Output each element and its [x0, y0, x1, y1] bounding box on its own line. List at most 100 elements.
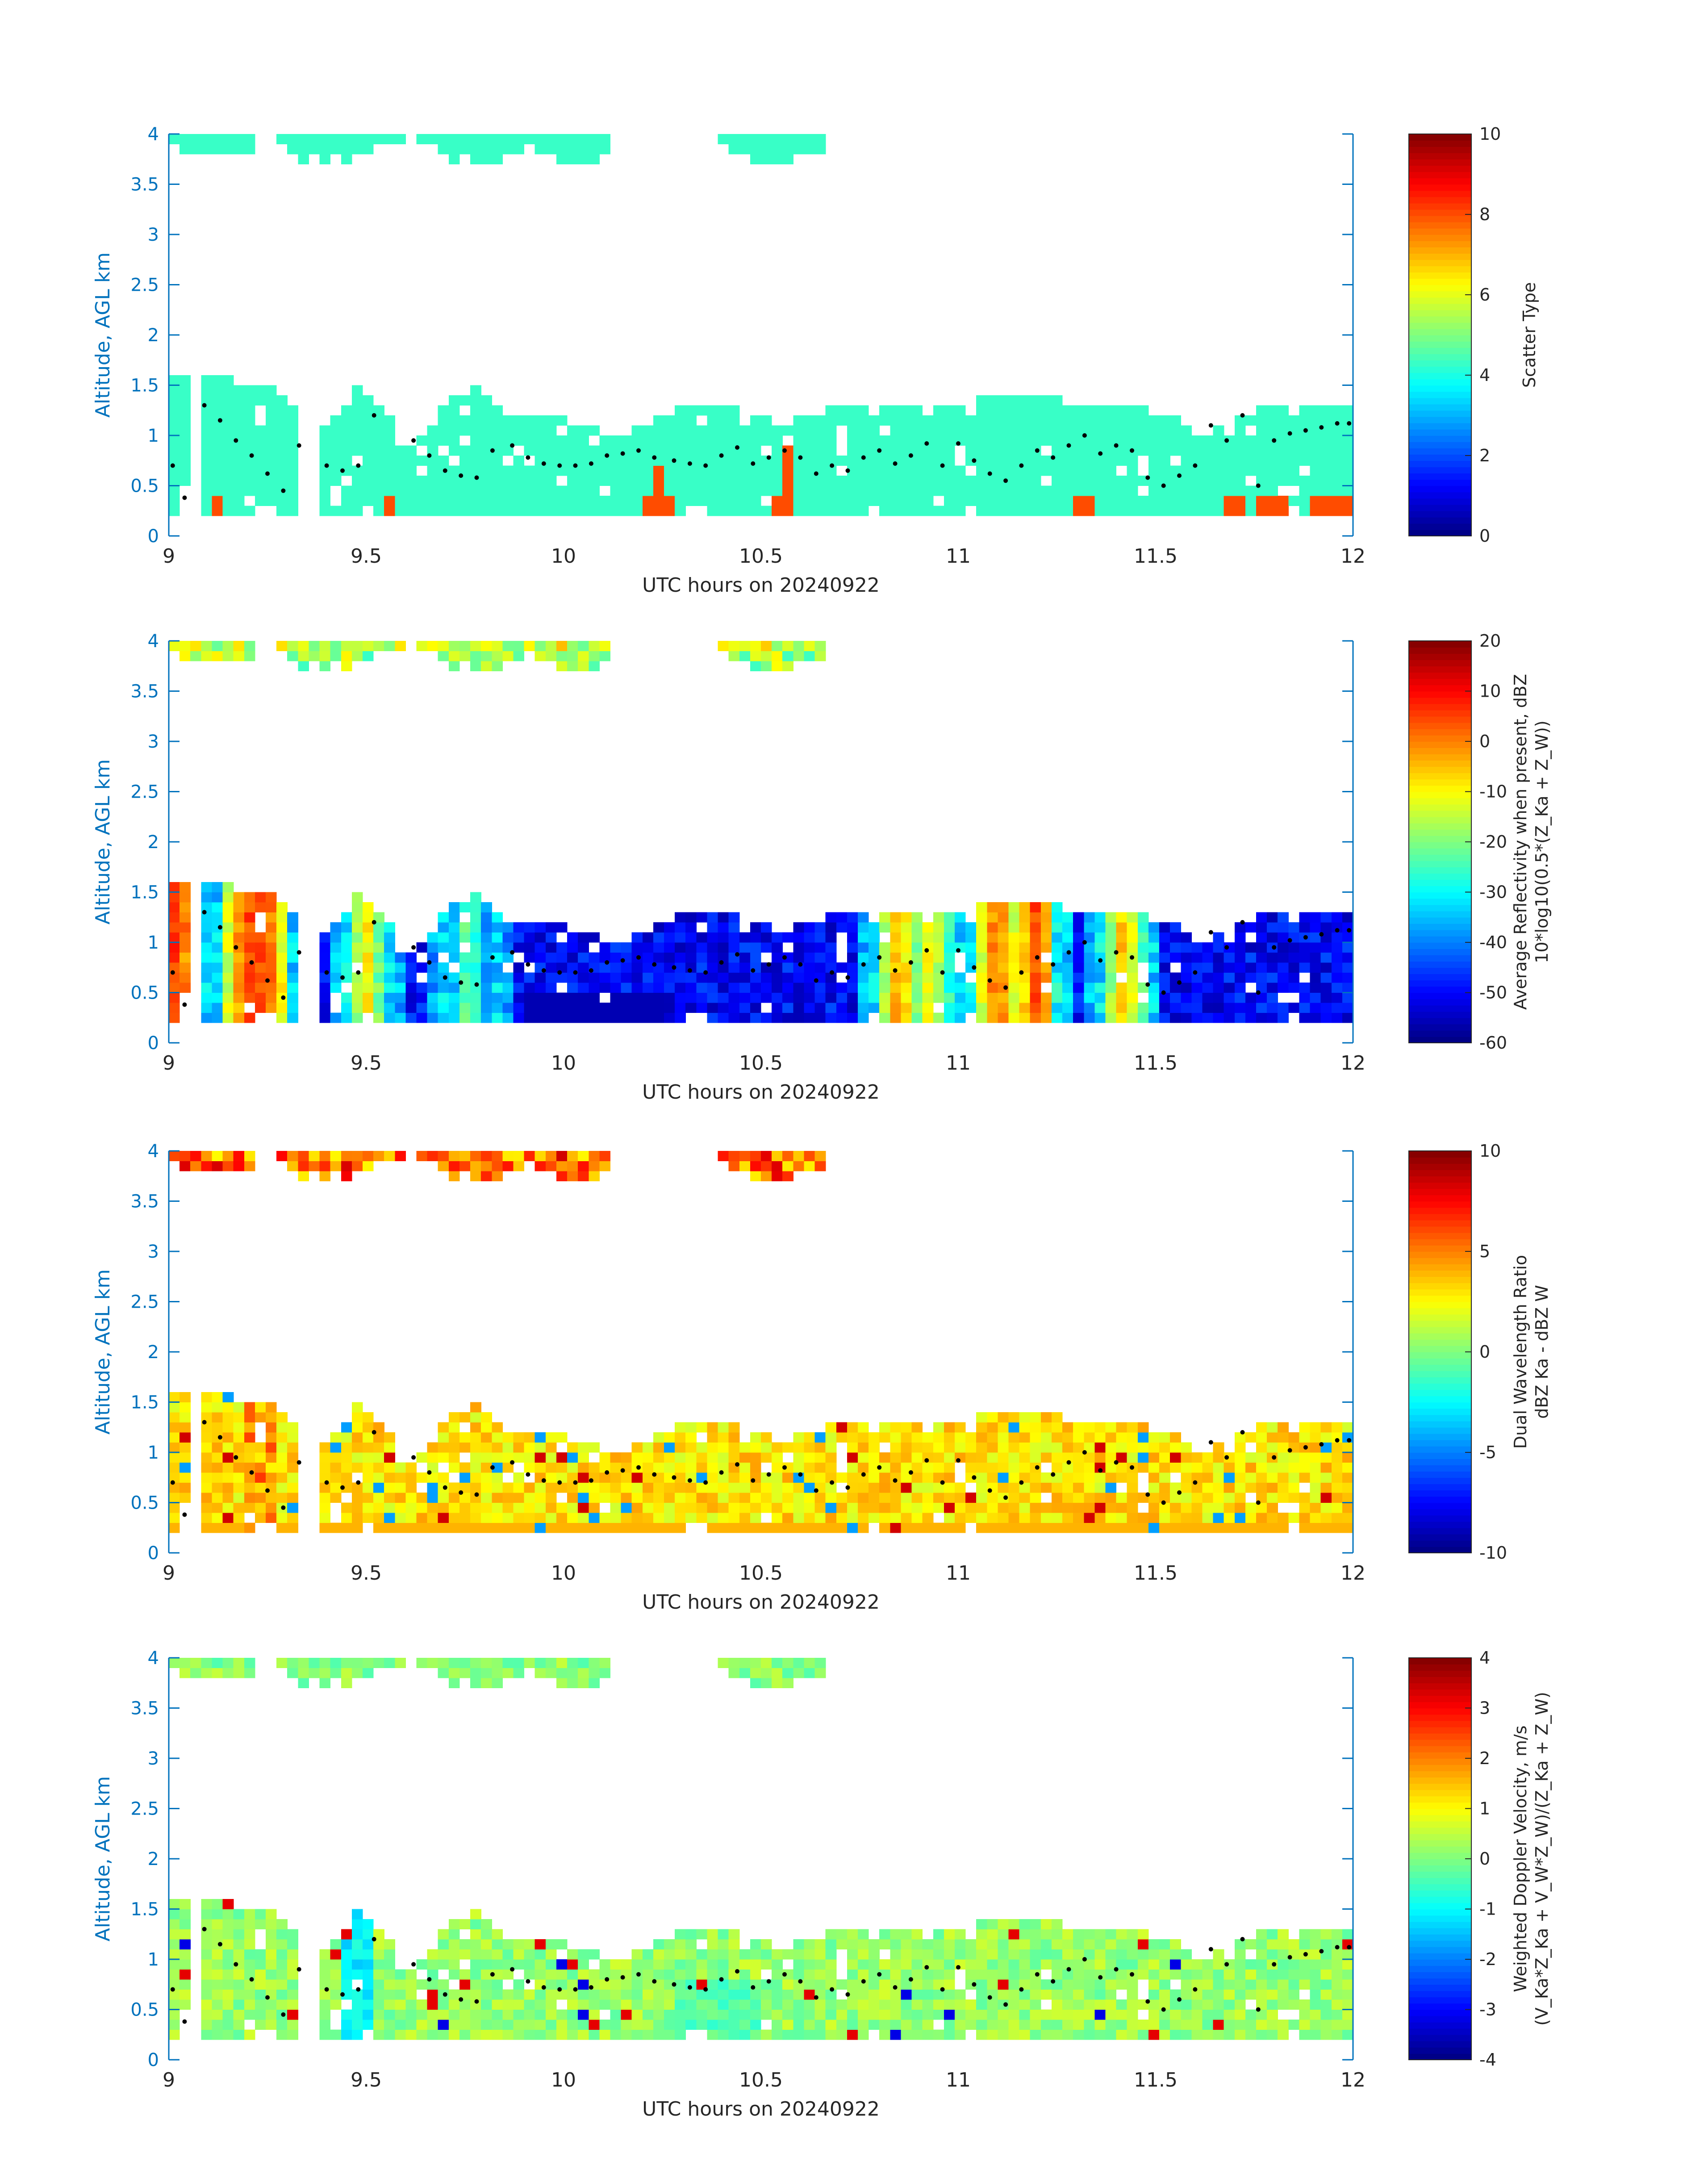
heatmap-cell — [643, 1999, 654, 2010]
heatmap-cell — [524, 134, 535, 144]
y-tick-label: 2.5 — [130, 1292, 159, 1313]
heatmap-cell — [976, 1929, 987, 1940]
heatmap-cell — [578, 942, 589, 953]
heatmap-cell — [729, 1503, 740, 1513]
colorbar-swatch — [1409, 398, 1471, 405]
heatmap-cell — [330, 983, 342, 993]
heatmap-cell — [1299, 1013, 1310, 1023]
heatmap-cell — [599, 1513, 610, 1523]
heatmap-cell — [363, 1503, 374, 1513]
heatmap-cell — [535, 506, 546, 516]
heatmap-cell — [815, 446, 826, 456]
heatmap-cell — [675, 973, 686, 983]
y-tick-label: 2 — [148, 1342, 159, 1363]
heatmap-cell — [987, 406, 998, 416]
heatmap-cell — [234, 993, 245, 1003]
heatmap-cell — [1073, 466, 1084, 476]
heatmap-cell — [750, 1483, 761, 1493]
heatmap-cell — [470, 962, 481, 973]
heatmap-cell — [438, 506, 449, 516]
heatmap-cell — [234, 1472, 245, 1483]
cloud-base-point — [735, 952, 739, 957]
heatmap-cell — [223, 902, 234, 912]
heatmap-cell — [1202, 1003, 1213, 1013]
heatmap-cell — [987, 1999, 998, 2010]
heatmap-cell — [438, 2030, 449, 2040]
heatmap-cell — [750, 486, 761, 496]
cloud-base-point — [1224, 945, 1229, 949]
heatmap-cell — [729, 942, 740, 953]
heatmap-cell — [180, 1999, 191, 2010]
heatmap-cell — [879, 1979, 890, 1990]
cloud-base-point — [621, 1468, 625, 1473]
heatmap-cell — [1256, 456, 1267, 466]
x-axis-label: UTC hours on 20240922 — [642, 1591, 880, 1614]
heatmap-cell — [976, 395, 987, 406]
heatmap-cell — [373, 1151, 384, 1161]
heatmap-cell — [761, 486, 772, 496]
heatmap-cell — [772, 496, 783, 506]
heatmap-cell — [685, 1443, 697, 1453]
heatmap-cell — [556, 1171, 568, 1181]
heatmap-cell — [244, 1402, 255, 1413]
heatmap-cell — [223, 953, 234, 963]
heatmap-cell — [804, 1463, 815, 1473]
heatmap-cell — [1310, 953, 1321, 963]
heatmap-cell — [1310, 446, 1321, 456]
heatmap-cell — [1278, 953, 1289, 963]
heatmap-cell — [395, 953, 406, 963]
heatmap-cell — [643, 476, 654, 486]
heatmap-cell — [1342, 912, 1353, 923]
heatmap-cell — [664, 983, 675, 993]
heatmap-cell — [352, 1513, 363, 1523]
heatmap-cell — [352, 435, 363, 446]
heatmap-cell — [1019, 1443, 1031, 1453]
heatmap-cell — [244, 953, 255, 963]
heatmap-cell — [169, 1970, 180, 1980]
heatmap-cell — [373, 993, 384, 1003]
cloud-base-point — [475, 1493, 479, 1497]
heatmap-cell — [546, 983, 557, 993]
heatmap-cell — [933, 1503, 944, 1513]
heatmap-cell — [718, 456, 729, 466]
heatmap-cell — [578, 1999, 589, 2010]
heatmap-cell — [1332, 993, 1343, 1003]
heatmap-cell — [567, 1463, 578, 1473]
heatmap-cell — [470, 466, 481, 476]
heatmap-cell — [266, 1959, 277, 1970]
heatmap-cell — [459, 456, 471, 466]
heatmap-cell — [933, 1949, 944, 1960]
heatmap-cell — [234, 1161, 245, 1171]
heatmap-cell — [621, 1999, 632, 2010]
heatmap-cell — [535, 1999, 546, 2010]
heatmap-cell — [944, 1513, 955, 1523]
heatmap-cell — [470, 1003, 481, 1013]
heatmap-cell — [352, 506, 363, 516]
heatmap-cell — [449, 1171, 460, 1181]
heatmap-cell — [234, 1658, 245, 1668]
heatmap-cell — [815, 1939, 826, 1949]
heatmap-cell — [1202, 1472, 1213, 1483]
heatmap-cell — [815, 1463, 826, 1473]
heatmap-cell — [1321, 1472, 1332, 1483]
colorbar-swatch — [1409, 460, 1471, 467]
heatmap-cell — [1138, 415, 1149, 426]
heatmap-cell — [836, 1422, 848, 1433]
heatmap-cell — [1159, 496, 1170, 506]
heatmap-cell — [373, 1483, 384, 1493]
heatmap-cell — [879, 2020, 890, 2030]
cloud-base-point — [202, 403, 207, 408]
heatmap-cell — [1256, 1523, 1267, 1533]
heatmap-cell — [589, 1171, 600, 1181]
heatmap-cell — [255, 1402, 266, 1413]
heatmap-cell — [363, 1151, 374, 1161]
heatmap-cell — [1310, 1013, 1321, 1023]
heatmap-cell — [449, 973, 460, 983]
heatmap-cell — [589, 661, 600, 671]
heatmap-cell — [578, 506, 589, 516]
heatmap-cell — [459, 1919, 471, 1929]
heatmap-cell — [675, 1422, 686, 1433]
heatmap-cell — [664, 1432, 675, 1443]
heatmap-cell — [470, 1658, 481, 1668]
heatmap-cell — [685, 1990, 697, 2000]
